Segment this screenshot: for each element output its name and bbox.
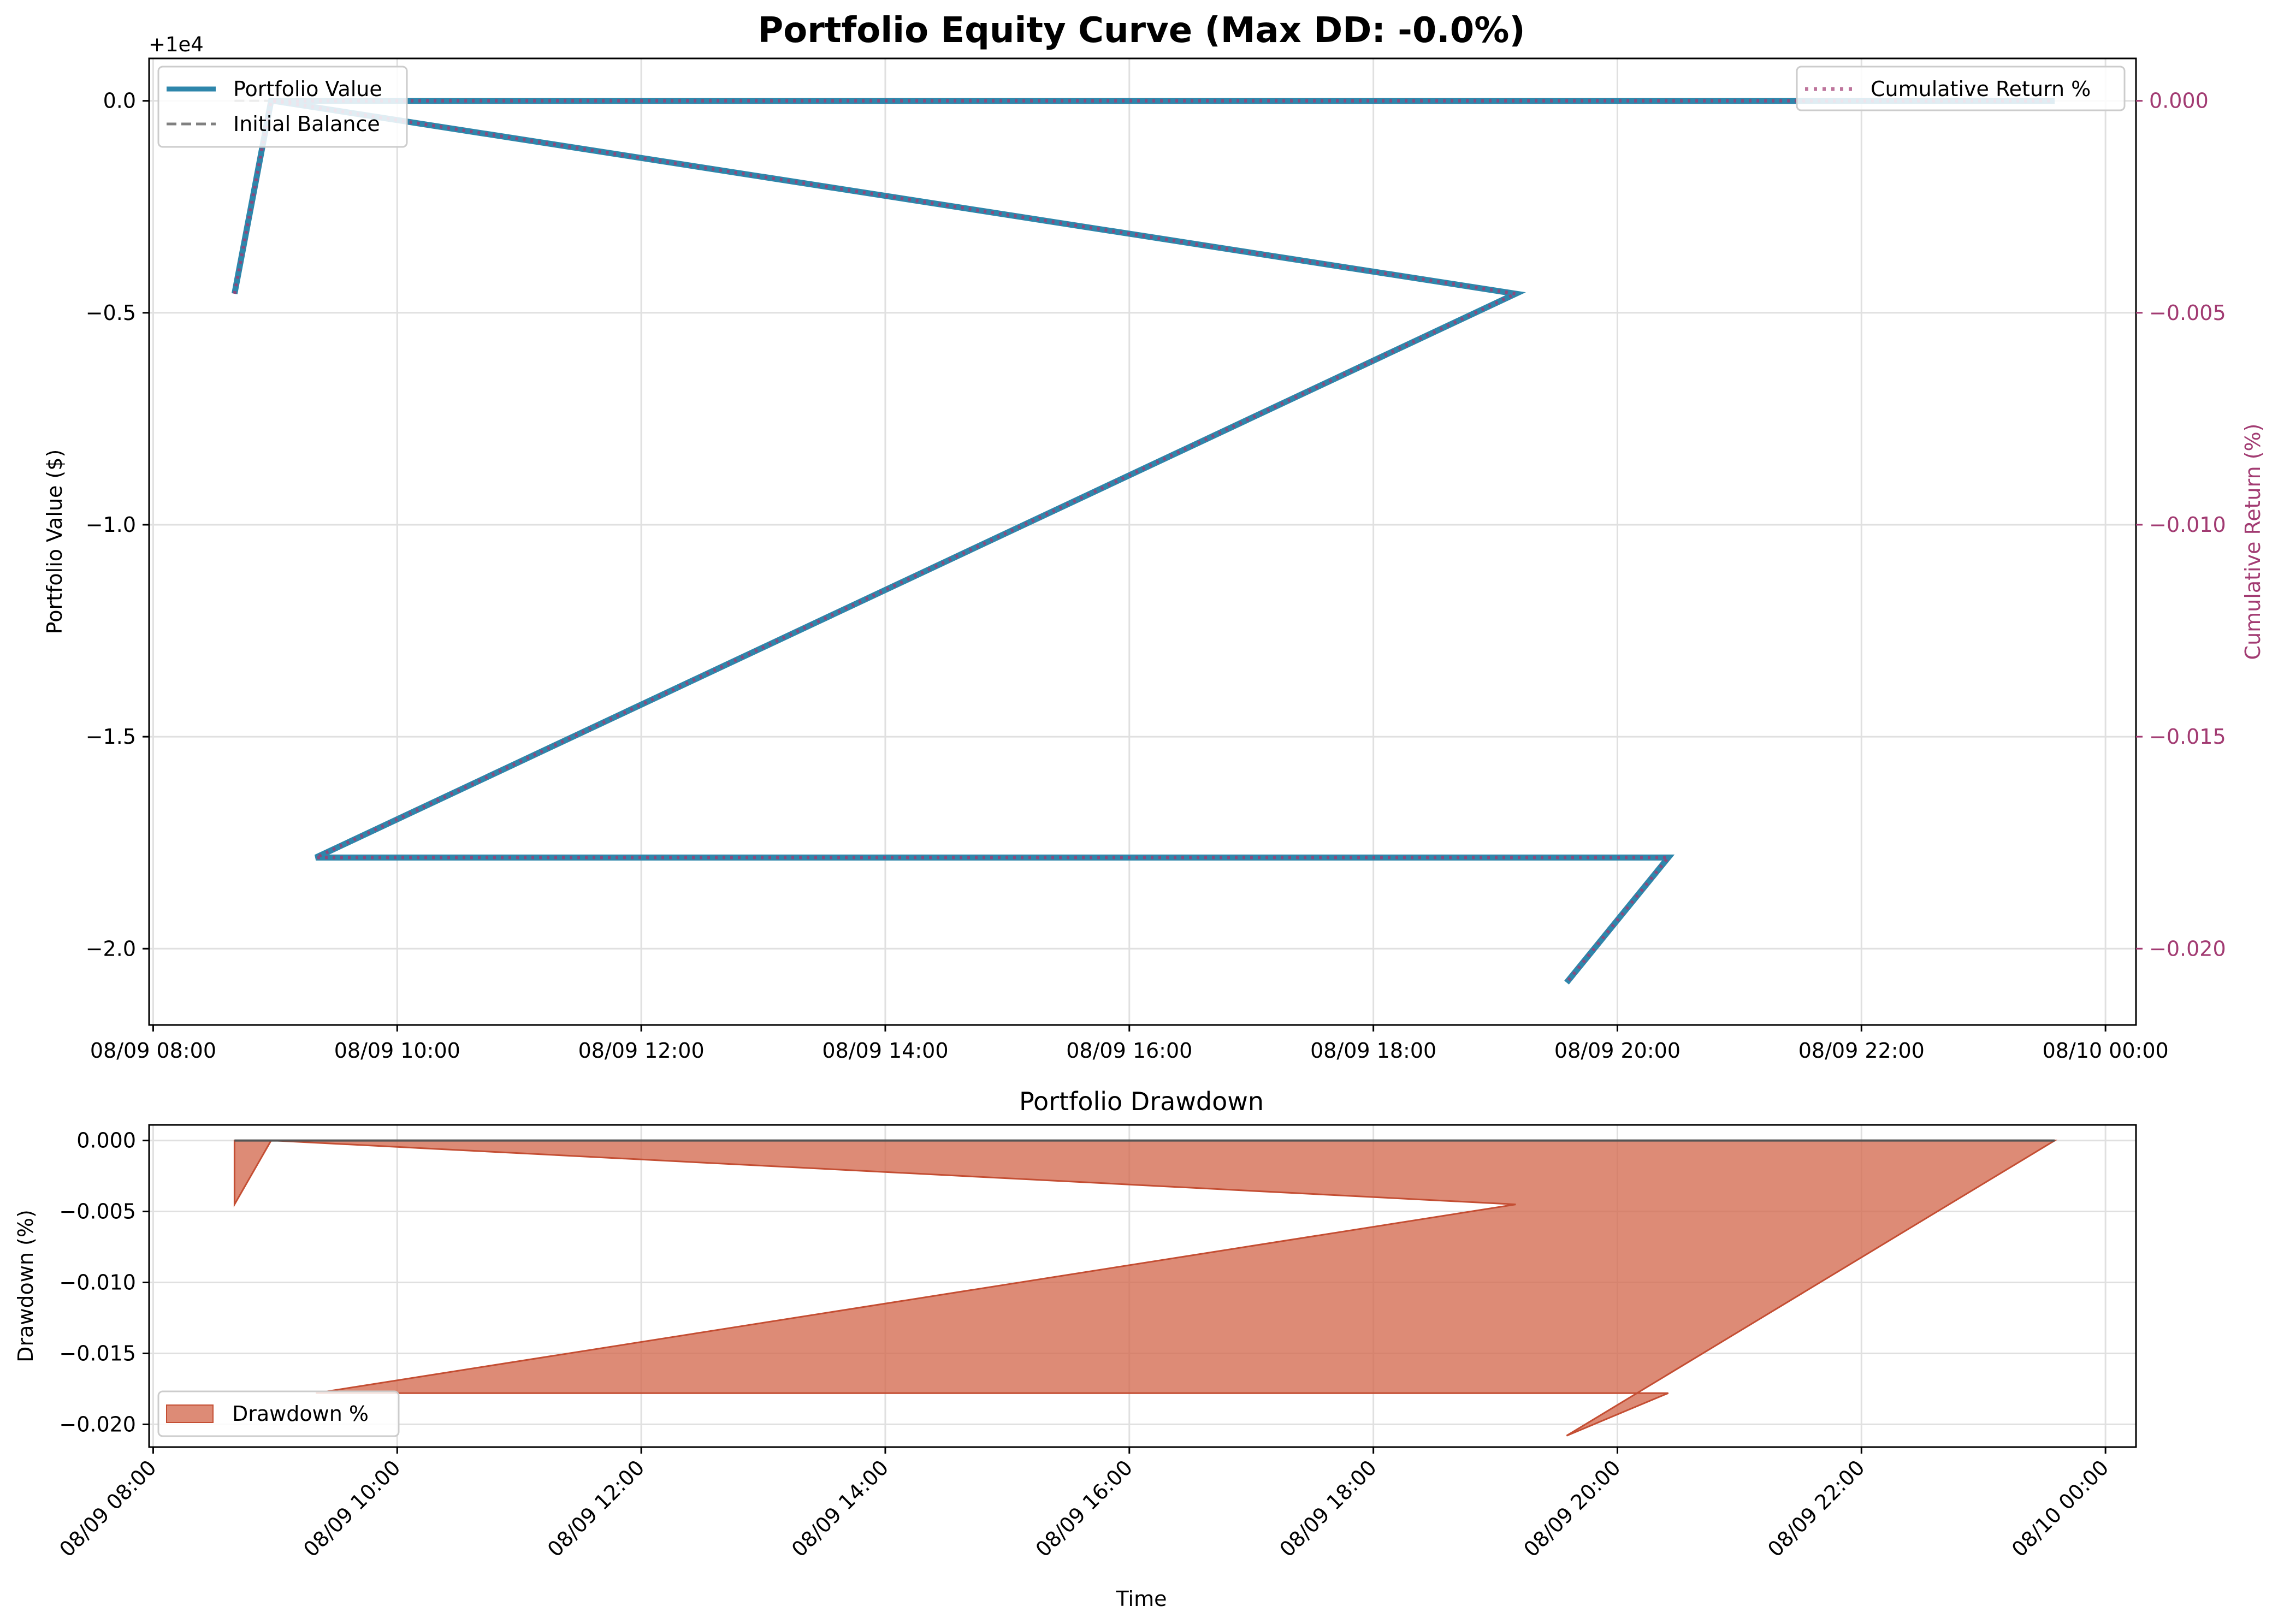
equity-x-tick-label: 08/09 12:00: [578, 1039, 705, 1063]
equity-y2-tick-label: −0.015: [2149, 725, 2226, 749]
equity-y2-tick-label: −0.010: [2149, 513, 2226, 537]
drawdown-x-axis-label: Time: [1116, 1587, 1167, 1611]
equity-x-axis: 08/09 08:00 08/09 10:00 08/09 12:00 08/09 1…: [90, 1025, 2169, 1063]
equity-x-tick-label: 08/09 08:00: [90, 1039, 216, 1063]
equity-legend-right: Cumulative Return %: [1796, 66, 2126, 111]
drawdown-y-axis: 0.000 −0.005 −0.010 −0.015 −0.020: [59, 1129, 149, 1436]
legend-label-cumulative-return: Cumulative Return %: [1871, 77, 2091, 101]
drawdown-y-tick-label: 0.000: [76, 1129, 136, 1153]
equity-x-tick-label: 08/09 18:00: [1310, 1039, 1436, 1063]
drawdown-y-tick-label: −0.010: [59, 1271, 136, 1295]
drawdown-chart-title: Portfolio Drawdown: [1019, 1087, 1264, 1116]
equity-y2-axis-label: Cumulative Return (%): [2241, 424, 2265, 660]
drawdown-y-axis-label: Drawdown (%): [14, 1210, 38, 1362]
equity-offset-label: +1e4: [149, 33, 204, 56]
drawdown-series: [233, 1139, 2058, 1437]
equity-x-tick-label: 08/09 16:00: [1066, 1039, 1192, 1063]
equity-legend-left: Portfolio Value Initial Balance: [157, 66, 408, 148]
legend-label-portfolio: Portfolio Value: [233, 77, 382, 101]
drawdown-y-tick-label: −0.005: [59, 1200, 136, 1224]
equity-y-tick-label: 0.0: [103, 89, 136, 113]
legend-box: [157, 1390, 400, 1437]
drawdown-plot-frame: [148, 1124, 2137, 1448]
equity-chart-title: Portfolio Equity Curve (Max DD: -0.0%): [758, 10, 1525, 51]
equity-x-tick-label: 08/10 00:00: [2043, 1039, 2169, 1063]
legend-label-drawdown: Drawdown %: [232, 1402, 369, 1426]
drawdown-y-tick-label: −0.020: [59, 1412, 136, 1436]
drawdown-y-tick-label: −0.015: [59, 1341, 136, 1365]
equity-plot-frame: [148, 57, 2137, 1026]
legend-box: [157, 66, 408, 148]
equity-y-axis: 0.0 −0.5 −1.0 −1.5 −2.0: [86, 89, 149, 961]
legend-box: [1796, 66, 2126, 111]
legend-label-initial-balance: Initial Balance: [233, 112, 380, 136]
equity-y-tick-label: −2.0: [86, 937, 136, 961]
legend-swatch-drawdown: [166, 1404, 214, 1423]
equity-y-tick-label: −1.0: [86, 513, 136, 537]
equity-x-tick-label: 08/09 20:00: [1554, 1039, 1681, 1063]
equity-x-tick-label: 08/09 10:00: [334, 1039, 460, 1063]
equity-y2-tick-label: −0.020: [2149, 937, 2226, 961]
equity-x-tick-label: 08/09 14:00: [822, 1039, 948, 1063]
equity-y2-tick-label: −0.005: [2149, 301, 2226, 325]
equity-y-tick-label: −0.5: [86, 301, 136, 325]
drawdown-legend: Drawdown %: [157, 1390, 400, 1437]
equity-y-axis-label: Portfolio Value ($): [43, 449, 67, 635]
equity-y-tick-label: −1.5: [86, 725, 136, 749]
equity-y2-tick-label: 0.000: [2149, 89, 2209, 113]
equity-y2-axis: 0.000 −0.005 −0.010 −0.015 −0.020: [2136, 89, 2226, 961]
equity-x-tick-label: 08/09 22:00: [1798, 1039, 1925, 1063]
